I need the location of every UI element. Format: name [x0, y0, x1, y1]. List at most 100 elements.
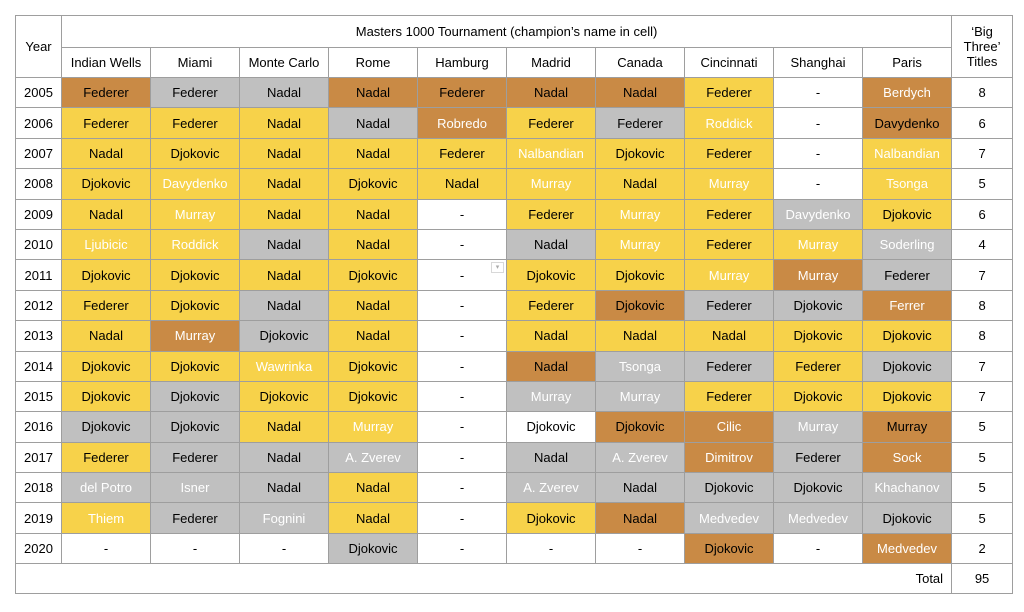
champion-cell[interactable]: Federer [417, 76, 507, 109]
champion-cell[interactable]: Khachanov [861, 472, 953, 504]
champion-cell[interactable]: Djokovic [150, 137, 240, 170]
champion-cell[interactable]: Federer [61, 289, 151, 322]
big-three-count-cell[interactable]: 7 [951, 137, 1014, 170]
champion-cell[interactable]: Nadal [239, 76, 329, 109]
champion-cell[interactable]: Nadal [239, 168, 329, 200]
champion-cell[interactable]: Nadal [595, 76, 685, 109]
champion-cell[interactable]: Djokovic [328, 259, 418, 291]
champion-cell[interactable]: - [773, 168, 863, 200]
champion-cell[interactable]: Djokovic [595, 259, 685, 291]
champion-cell[interactable]: Murray [328, 411, 418, 443]
champion-cell[interactable]: Djokovic [61, 168, 151, 200]
champion-cell[interactable]: Djokovic [773, 472, 863, 504]
champion-cell[interactable]: Nalbandian [861, 137, 953, 170]
champion-cell[interactable]: A. Zverev [506, 472, 596, 504]
champion-cell[interactable]: Davydenko [773, 198, 863, 230]
champion-cell[interactable]: Tsonga [861, 168, 953, 200]
champion-cell[interactable]: Nadal [328, 107, 418, 139]
champion-cell[interactable]: Federer [150, 502, 240, 534]
champion-cell[interactable]: Nadal [506, 320, 596, 352]
champion-cell[interactable]: Roddick [150, 228, 240, 261]
big-three-count-cell[interactable]: 5 [951, 168, 1014, 200]
champion-cell[interactable]: Nadal [595, 168, 685, 200]
big-three-count-cell[interactable]: 8 [951, 289, 1014, 322]
champion-cell[interactable]: - [417, 532, 507, 565]
total-label[interactable]: Total [14, 563, 953, 595]
year-cell[interactable]: 2008 [15, 168, 62, 200]
big-three-count-cell[interactable]: 4 [951, 228, 1014, 261]
champion-cell[interactable]: Nadal [239, 289, 329, 322]
champion-cell[interactable]: del Potro [61, 472, 151, 504]
champion-cell[interactable]: Nadal [328, 502, 418, 534]
champion-cell[interactable]: Cilic [684, 411, 774, 443]
champion-cell[interactable]: Nadal [595, 502, 685, 534]
champion-cell[interactable]: - [417, 380, 507, 413]
champion-cell[interactable]: Federer [684, 198, 774, 230]
champion-cell[interactable]: - [773, 532, 863, 565]
champion-cell[interactable]: Federer [684, 228, 774, 261]
big-three-count-cell[interactable]: 7 [951, 380, 1014, 413]
champion-cell[interactable]: Djokovic [150, 350, 240, 382]
champion-cell[interactable]: - [506, 532, 596, 565]
champion-cell[interactable]: Davydenko [861, 107, 953, 139]
big-three-count-cell[interactable]: 7 [951, 259, 1014, 291]
tournament-header[interactable]: Madrid [506, 47, 596, 78]
champion-cell[interactable]: Djokovic [150, 411, 240, 443]
champion-cell[interactable]: Nadal [239, 259, 329, 291]
year-cell[interactable]: 2019 [15, 502, 62, 534]
champion-cell[interactable]: - [150, 532, 240, 565]
champion-cell[interactable]: Nadal [239, 472, 329, 504]
champion-cell[interactable]: Djokovic [328, 350, 418, 382]
big-three-count-cell[interactable]: 8 [951, 320, 1014, 352]
champion-cell[interactable]: - [61, 532, 151, 565]
champion-cell[interactable]: - [773, 137, 863, 170]
champion-cell[interactable]: Murray [773, 411, 863, 443]
champion-cell[interactable]: - [417, 411, 507, 443]
champion-cell[interactable]: Federer [506, 289, 596, 322]
year-cell[interactable]: 2013 [15, 320, 62, 352]
champion-cell[interactable]: Murray [861, 411, 953, 443]
champion-cell[interactable]: - [417, 472, 507, 504]
big-three-header[interactable]: ‘Big Three’ Titles [951, 15, 1014, 78]
year-cell[interactable]: 2020 [15, 532, 62, 565]
champion-cell[interactable]: Federer [61, 107, 151, 139]
champion-cell[interactable]: Roddick [684, 107, 774, 139]
champion-cell[interactable]: - [417, 350, 507, 382]
champion-cell[interactable]: Medvedev [684, 502, 774, 534]
champion-cell[interactable]: - [417, 502, 507, 534]
champion-cell[interactable]: - [417, 441, 507, 474]
champion-cell[interactable]: Djokovic [595, 289, 685, 322]
champion-cell[interactable]: - [595, 532, 685, 565]
champion-cell[interactable]: Murray [150, 198, 240, 230]
year-cell[interactable]: 2009 [15, 198, 62, 230]
champion-cell[interactable]: Murray [506, 168, 596, 200]
champion-cell[interactable]: - [417, 228, 507, 261]
champion-cell[interactable]: Nadal [328, 320, 418, 352]
champion-cell[interactable]: Murray [684, 259, 774, 291]
champion-cell[interactable]: Nadal [328, 228, 418, 261]
champion-cell[interactable]: - [417, 198, 507, 230]
champion-cell[interactable]: Federer [773, 350, 863, 382]
champion-cell[interactable]: Medvedev [773, 502, 863, 534]
champion-cell[interactable]: Tsonga [595, 350, 685, 382]
champion-cell[interactable]: Nadal [506, 350, 596, 382]
tournament-header[interactable]: Miami [150, 47, 240, 78]
tournament-header[interactable]: Canada [595, 47, 685, 78]
champion-cell[interactable]: Federer [684, 380, 774, 413]
champion-cell[interactable]: Djokovic [61, 350, 151, 382]
champion-cell[interactable]: Djokovic [328, 532, 418, 565]
year-cell[interactable]: 2005 [15, 76, 62, 109]
champion-cell[interactable]: Nadal [506, 441, 596, 474]
filter-dropdown-icon[interactable]: ▾ [491, 262, 504, 273]
champion-cell[interactable]: Murray [595, 228, 685, 261]
champion-cell[interactable]: Nadal [328, 76, 418, 109]
tournament-header[interactable]: Monte Carlo [239, 47, 329, 78]
champion-cell[interactable]: Thiem [61, 502, 151, 534]
champion-cell[interactable]: Federer [773, 441, 863, 474]
champion-cell[interactable]: Wawrinka [239, 350, 329, 382]
big-three-count-cell[interactable]: 7 [951, 350, 1014, 382]
champion-cell[interactable]: Djokovic [861, 320, 953, 352]
year-cell[interactable]: 2006 [15, 107, 62, 139]
champion-cell[interactable]: Federer [506, 107, 596, 139]
champion-cell[interactable]: - [239, 532, 329, 565]
